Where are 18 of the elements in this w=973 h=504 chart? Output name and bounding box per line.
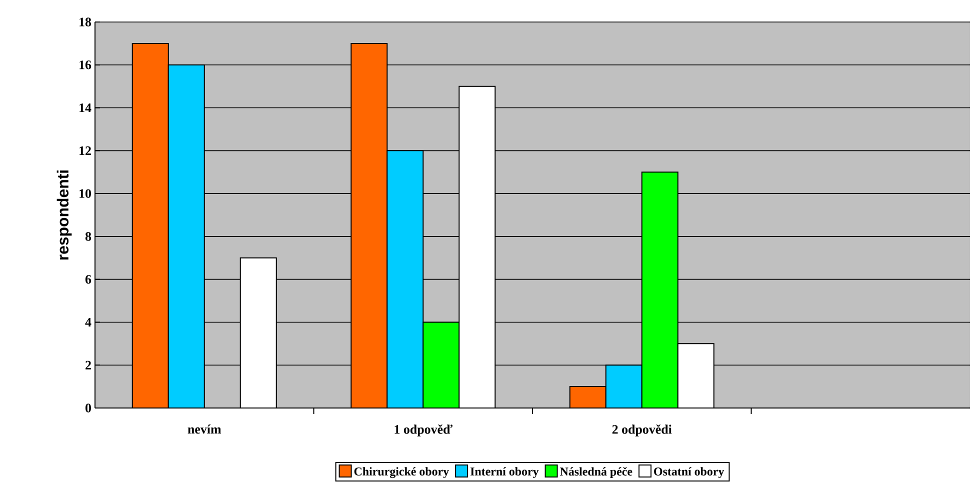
legend-label: Interní obory [470, 467, 539, 478]
y-tick-label: 4 [85, 318, 92, 326]
y-tick-label: 6 [85, 274, 92, 284]
y-tick-label: 14 [80, 104, 92, 112]
y-tick-label: 0 [86, 404, 91, 412]
y-tick-label: 8 [85, 232, 92, 241]
x-tick-label: 1 odpověď [394, 424, 453, 436]
legend-label: Ostatní obory [654, 467, 724, 478]
y-tick-label: 2 [86, 360, 91, 370]
y-tick-label: 10 [80, 189, 91, 198]
x-tick-label: 2 odpovědi [612, 424, 672, 436]
y-axis-title: respondenti [56, 170, 72, 260]
x-tick-label: nevím [188, 424, 222, 434]
y-tick-label: 18 [80, 18, 92, 26]
y-tick-label: 12 [80, 146, 91, 155]
y-tick-label: 16 [80, 60, 92, 70]
legend-label: Následná péče [560, 467, 632, 478]
legend-label: Chirurgické obory [354, 467, 449, 478]
